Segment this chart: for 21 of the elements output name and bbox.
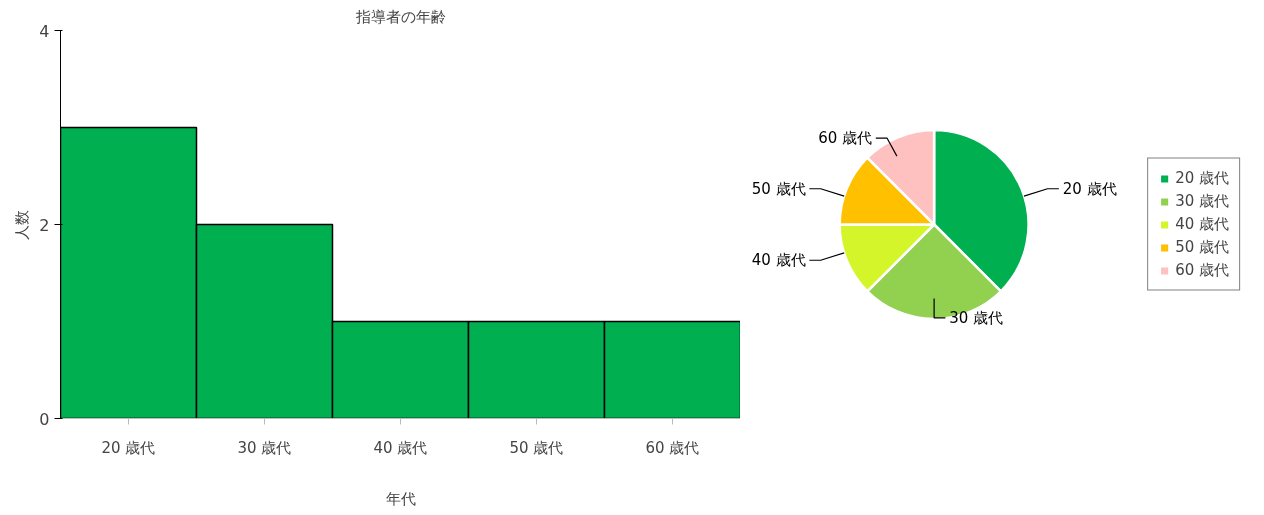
legend-label: 40 歳代: [1175, 214, 1229, 234]
legend-label: 20 歳代: [1175, 168, 1229, 188]
slice-label: 40 歳代: [751, 251, 806, 270]
legend-label: 30 歳代: [1175, 191, 1229, 211]
y-tick-label: 4: [39, 21, 50, 41]
slice-label: 20 歳代: [1062, 179, 1117, 198]
y-axis-title: 人数: [13, 209, 32, 240]
slice-label: 50 歳代: [751, 179, 806, 198]
x-axis-title: 年代: [385, 489, 416, 508]
legend-label: 50 歳代: [1175, 237, 1229, 257]
x-tick-label: 50 歳代: [509, 438, 564, 457]
chart-title: 指導者の年齢: [354, 7, 446, 26]
legend-label: 60 歳代: [1175, 260, 1229, 280]
slice-label: 30 歳代: [949, 308, 1004, 327]
x-tick-label: 60 歳代: [645, 438, 700, 457]
x-tick-label: 30 歳代: [237, 438, 292, 457]
x-tick-label: 40 歳代: [373, 438, 428, 457]
y-tick-label: 0: [39, 409, 50, 429]
slice-label: 60 歳代: [818, 129, 873, 148]
x-tick-label: 20 歳代: [101, 438, 156, 457]
y-tick-label: 2: [39, 215, 50, 235]
